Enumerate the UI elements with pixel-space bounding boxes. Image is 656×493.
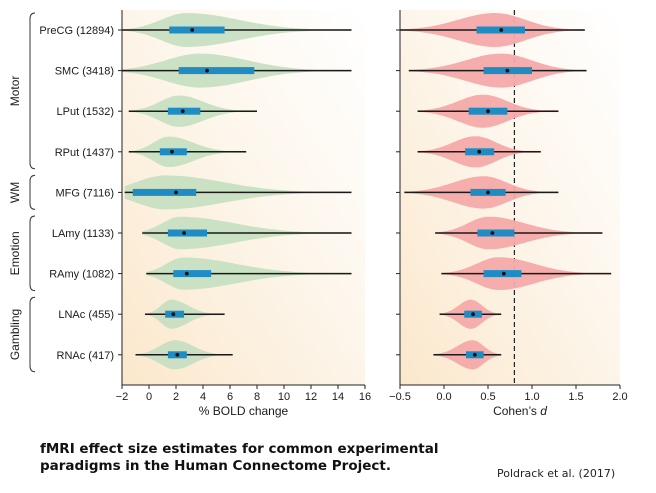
median-point — [184, 271, 189, 276]
group-bracket — [29, 12, 36, 170]
x-tick-label: −0.5 — [389, 391, 411, 403]
x-tick-label: 2.0 — [612, 391, 627, 403]
x-tick-label: 14 — [332, 391, 344, 403]
median-point — [499, 28, 504, 32]
violin-smc — [408, 53, 587, 88]
median-point — [174, 190, 178, 195]
group-bracket — [29, 215, 36, 292]
median-point — [490, 231, 495, 235]
x-tick-label: −2 — [116, 391, 129, 403]
violin-precg — [400, 13, 585, 47]
figure-caption: fMRI effect size estimates for common ex… — [40, 441, 439, 474]
group-label: Gambling — [8, 309, 22, 360]
median-point — [477, 149, 482, 154]
x-axis-label: % BOLD change — [199, 404, 289, 418]
x-tick-label: 10 — [278, 391, 290, 403]
region-label-lput: LPut (1532) — [57, 106, 114, 118]
x-tick-label: 0.0 — [436, 391, 451, 403]
group-bracket — [29, 296, 36, 373]
violin-lput — [417, 94, 559, 128]
x-tick-label: 0.5 — [480, 391, 495, 403]
x-tick-label: 1.5 — [568, 391, 583, 403]
x-tick-label: 0 — [146, 391, 152, 403]
iqr-box — [132, 188, 197, 196]
x-tick-label: 8 — [254, 391, 260, 403]
bold-panel: −2 0 2 4 6 8 10 12 14 16 % BOLD change — [116, 10, 371, 418]
x-tick-label: 6 — [227, 391, 233, 403]
region-label-precg: PreCG (12894) — [39, 25, 114, 37]
x-tick-label: 16 — [359, 391, 371, 403]
median-point — [471, 312, 475, 317]
median-point — [190, 28, 195, 32]
region-label-ramy: RAmy (1082) — [49, 269, 114, 281]
median-point — [501, 271, 506, 276]
x-tick-label: 4 — [200, 391, 206, 403]
x-axis-label: Cohen’s d — [493, 404, 547, 418]
violin-precg — [122, 13, 352, 47]
region-label-lamy: LAmy (1133) — [52, 228, 114, 240]
figure-credit: Poldrack et al. (2017) — [497, 467, 616, 480]
region-label-mfg: MFG (7116) — [56, 187, 114, 199]
region-label-rput: RPut (1437) — [55, 147, 114, 159]
violin-lnac — [439, 299, 502, 329]
iqr-box — [477, 229, 515, 237]
group-motor: Motor — [8, 12, 36, 170]
violin-mfg — [404, 176, 559, 209]
violin-lamy — [142, 216, 352, 250]
violin-rnac — [433, 340, 502, 370]
group-label: WM — [8, 182, 22, 203]
median-point — [182, 231, 187, 235]
violin-rput — [128, 136, 247, 167]
violin-rnac — [135, 340, 233, 370]
x-tick-label: 2 — [173, 391, 179, 403]
group-label: Motor — [8, 76, 22, 107]
cohen-panel: −0.5 0.0 0.5 1.0 1.5 2.0 Cohen’s d — [389, 10, 628, 418]
median-point — [171, 312, 176, 317]
x-tick-label: 12 — [305, 391, 317, 403]
group-brackets: Motor WM Emotion Gambling — [8, 12, 36, 373]
violin-mfg — [124, 175, 352, 210]
iqr-box — [178, 67, 255, 75]
median-point — [505, 68, 510, 73]
iqr-box — [173, 270, 212, 278]
median-point — [170, 149, 174, 154]
region-label-smc: SMC (3418) — [55, 66, 114, 78]
effect-size-figure: Motor WM Emotion Gambling PreCG (12894) SMC … — [8, 10, 628, 418]
median-point — [180, 109, 185, 114]
iqr-box — [169, 26, 225, 34]
median-point — [472, 352, 477, 357]
iqr-box — [167, 229, 208, 237]
violin-ramy — [441, 257, 612, 290]
median-point — [205, 68, 209, 73]
violin-lput — [128, 95, 257, 127]
violin-rput — [417, 136, 541, 168]
group-gambling: Gambling — [8, 296, 36, 373]
group-wm: WM — [8, 174, 36, 210]
region-label-lnac: LNAc (455) — [58, 309, 114, 321]
violin-smc — [122, 53, 352, 88]
group-bracket — [29, 174, 36, 210]
median-point — [486, 190, 490, 195]
region-labels: PreCG (12894) SMC (3418) LPut (1532) RPut (… — [39, 25, 114, 362]
median-point — [486, 109, 490, 114]
violin-ramy — [146, 257, 352, 290]
group-emotion: Emotion — [8, 215, 36, 292]
x-tick-label: 1.0 — [524, 391, 539, 403]
median-point — [175, 352, 180, 357]
group-label: Emotion — [8, 231, 22, 275]
violin-lnac — [144, 299, 225, 329]
violin-lamy — [435, 216, 603, 250]
region-label-rnac: RNAc (417) — [57, 350, 114, 362]
